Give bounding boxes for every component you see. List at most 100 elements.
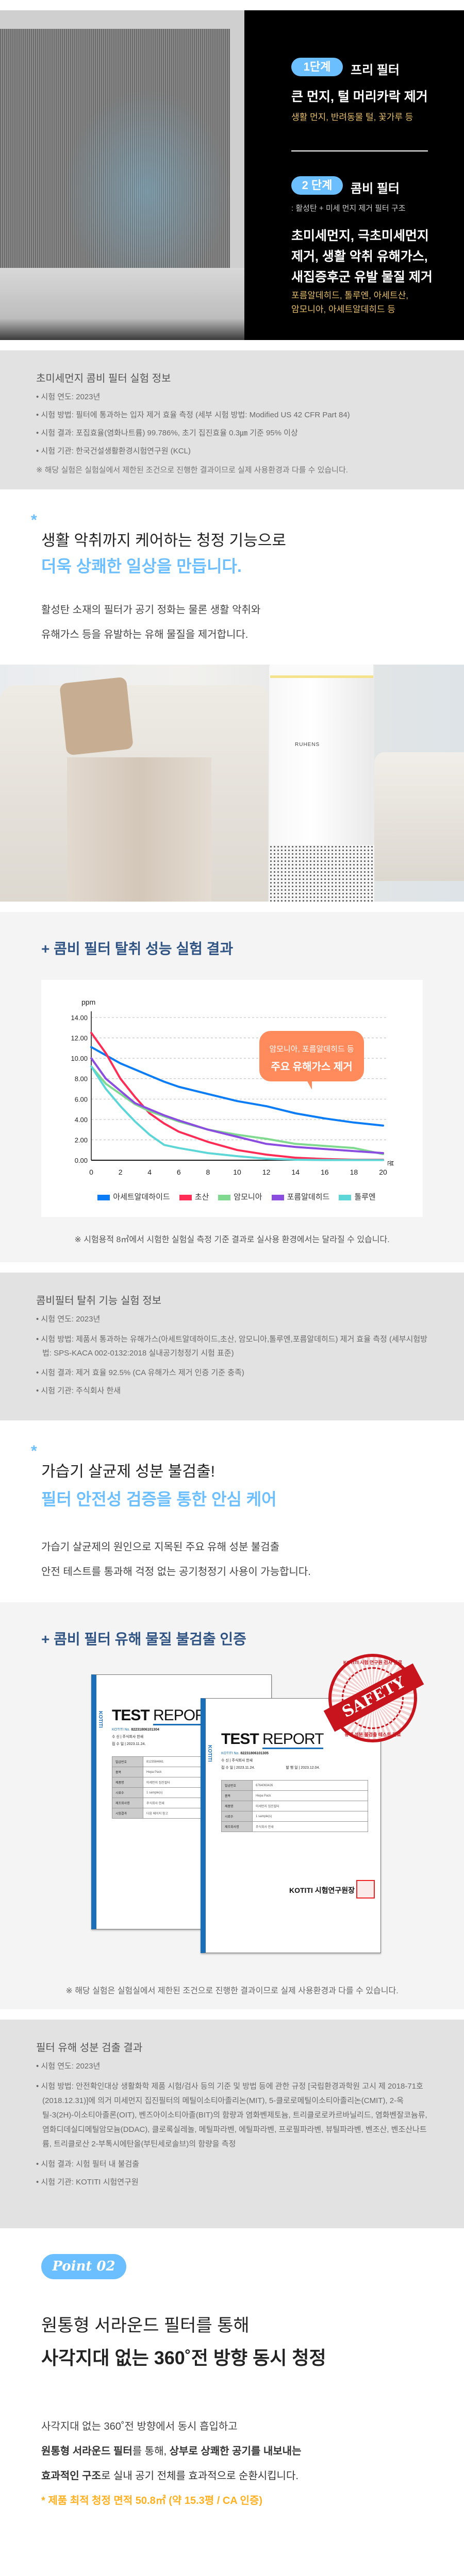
headline-highlight: 더욱 상쾌한 일상을 만듭니다.: [41, 557, 242, 575]
kotiti-logo: KOTITI: [207, 1745, 212, 1762]
info-title: 초미세먼지 콤비 필터 실험 정보: [36, 373, 171, 384]
point2-body-line2: 원통형 서라운드 필터를 통해, 상부로 상쾌한 공기를 내보내는: [41, 2439, 301, 2464]
kotiti-logo: KOTITI: [97, 1711, 103, 1728]
stage2-detail: 포름알데히드, 톨루엔, 아세트산, 암모니아, 아세트알데히드 등: [291, 289, 408, 316]
info-bullet: 시험 기관: KOTITI 시험연구원: [36, 2177, 428, 2188]
stage2-main-line: 초미세먼지, 극초미세먼지: [291, 229, 429, 243]
series-line-포름알데히드: [90, 1057, 384, 1155]
report-title: TEST REPORT: [221, 1731, 324, 1749]
text: 를 통해,: [132, 2446, 170, 2457]
cell: 시험결과: [112, 1808, 143, 1819]
point2-headline-bold: 사각지대 없는 360˚전 방향 동시 청정: [41, 2347, 326, 2368]
report-title-test: TEST: [112, 1707, 150, 1724]
point2-body-line1: 사각지대 없는 360˚전 방향에서 동시 흡입하고: [41, 2421, 238, 2432]
filter-hero-panel: 1단계 프리 필터 큰 먼지, 털 머리카락 제거 생활 먼지, 반려동물 털,…: [0, 10, 464, 340]
text-bold: 효과적인 구조: [41, 2470, 101, 2482]
seal-icon: [356, 1880, 375, 1899]
info-bullet: 시험 결과: 포집효율(염화나트륨) 99.786%, 초기 집진효율 0.3㎛…: [36, 428, 428, 438]
report-meta: KOTITI No. 82231806101304 수 신 | 주식회사 한새 …: [112, 1726, 159, 1748]
report-no: 82231806101305: [240, 1752, 269, 1755]
divider: [291, 150, 428, 151]
info-box-fine-dust: 초미세먼지 콤비 필터 실험 정보 시험 연도: 2023년 시험 방법: 필터…: [0, 350, 464, 489]
x-tick-label: 18: [350, 1168, 358, 1176]
text-bold: 상부로 상쾌한 공기를 내보내는: [169, 2446, 302, 2457]
stage2-main-line: 새집증후군 유발 물질 제거: [291, 270, 433, 284]
info-note: ※ 해당 실험은 실험실에서 제한된 조건으로 진행한 결과이므로 실제 사용환…: [36, 466, 348, 474]
text: 로 실내 공기 전체를 효과적으로 순환시킵니다.: [101, 2470, 299, 2482]
legend-swatch: [271, 1194, 284, 1200]
text-bold: 원통형 서라운드 필터: [41, 2446, 132, 2457]
asterisk-icon: *: [31, 1443, 37, 1460]
y-tick-label: 10.00: [71, 1055, 88, 1062]
chart-legend: 아세트알데하이드 초산 암모니아 포름알데히드 톨루엔: [41, 1191, 423, 1202]
cell: 발급번호: [221, 1780, 253, 1791]
info-bullet: 시험 방법: 필터에 통과하는 입자 제거 효율 측정 (세부 시험 방법: M…: [36, 410, 428, 420]
info-bullet: 시험 결과: 시험 필터 내 불검출: [36, 2159, 428, 2170]
x-tick-label: 8: [206, 1168, 210, 1176]
legend-swatch: [339, 1194, 352, 1200]
stage1-badge: 1단계: [291, 58, 343, 76]
chart-card: ppm 0.00 2.00 4.00 6.00 8.00 10.00 12.00 14.00 0 2…: [41, 980, 423, 1217]
info-title: 필터 유해 성분 검출 결과: [36, 2042, 143, 2054]
legend-label: 암모니아: [234, 1193, 262, 1201]
x-tick-label: 0: [89, 1168, 93, 1176]
info-bullet: 시험 기관: 주식회사 한새: [36, 1386, 428, 1396]
headline: 생활 악취까지 케어하는 청정 기능으로: [41, 532, 286, 549]
series-line-초산: [90, 1031, 384, 1161]
x-tick-label: 14: [291, 1168, 300, 1176]
info-bullet: 시험 결과: 제거 효율 92.5% (CA 유해가스 제거 인증 기준 충족): [36, 1368, 428, 1378]
report-recipient: 수 신 | 주식회사 한새: [221, 1759, 253, 1762]
test-report-doc-2: KOTITI TEST REPORT KOTITI No. 8223180610…: [201, 1698, 381, 1953]
chart-section-title: + 콤비 필터 탈취 성능 실험 결과: [41, 941, 234, 957]
legend-swatch: [218, 1194, 231, 1200]
y-tick-label: 6.00: [75, 1095, 88, 1103]
stamp-top-text: KOTITI 시험 연구원 검사 완료: [343, 1660, 403, 1665]
report-recipient: 수 신 | 주식회사 한새: [112, 1735, 144, 1739]
cell: 품목: [112, 1767, 143, 1777]
info-title: 콤비필터 탈취 기능 실험 정보: [36, 1295, 162, 1307]
y-tick-label: 0.00: [75, 1157, 88, 1164]
legend-label: 초산: [194, 1193, 209, 1201]
point2-headline: 원통형 서라운드 필터를 통해: [41, 2316, 250, 2335]
report-received: 접 수 일 | 2023.11.24.: [112, 1742, 146, 1746]
info-bullet: 시험 연도: 2023년: [36, 1314, 428, 1325]
armchair: [374, 752, 464, 881]
y-axis-label: ppm: [81, 998, 95, 1006]
legend-swatch: [97, 1194, 110, 1200]
callout-line1: 암모니아, 포름알데히드 등: [269, 1045, 354, 1054]
cell: 미세먼지 집진필터: [252, 1801, 368, 1811]
callout-line2: 주요 유해가스 제거: [271, 1061, 353, 1073]
report-title-report: REPORT: [262, 1731, 324, 1749]
report-issued: 발 행 일 | 2023.12.04.: [286, 1766, 320, 1770]
cell: 발급번호: [112, 1756, 143, 1767]
deodor-body: 활성탄 소재의 필터가 공기 정화는 물론 생활 악취와 유해가스 등을 유발하…: [41, 598, 260, 647]
x-tick-label: 12: [262, 1168, 271, 1176]
point2-highlight: * 제품 최적 청정 면적 50.8㎡ (약 15.3평 / CA 인증): [41, 2495, 263, 2506]
stage2-badge: 2 단계: [291, 176, 343, 195]
y-tick-label: 14.00: [71, 1014, 88, 1022]
headline-highlight: 필터 안전성 검증을 통한 안심 케어: [41, 1490, 277, 1509]
cell: 시료수: [221, 1811, 253, 1822]
stage1-detail: 생활 먼지, 반려동물 털, 꽃가루 등: [291, 112, 413, 122]
legend-label: 톨루엔: [354, 1193, 376, 1201]
point-badge: Point 02: [41, 2254, 126, 2279]
legend-label: 아세트알데하이드: [113, 1193, 170, 1201]
cell: 시료수: [112, 1787, 143, 1798]
report-no-label: KOTITI No.: [221, 1752, 240, 1755]
safety-body: 가습기 살균제의 원인으로 지목된 주요 유해 성분 불검출 안전 테스트를 통…: [41, 1535, 311, 1584]
y-tick-label: 8.00: [75, 1075, 88, 1083]
cell: 주식회사 한새: [252, 1821, 368, 1832]
body-line: 유해가스 등을 유발하는 유해 물질을 제거합니다.: [41, 629, 248, 640]
y-tick-label: 12.00: [71, 1035, 88, 1042]
cell: 1 sample(s): [252, 1811, 368, 1822]
series-line-아세트알데하이드: [90, 1046, 384, 1127]
y-tick-label: 4.00: [75, 1116, 88, 1124]
pillow: [59, 676, 134, 756]
info-box-harmful-substances: 필터 유해 성분 검출 결과 시험 연도: 2023년 시험 방법: 안전확인대…: [0, 2020, 464, 2228]
cell: 제조회사명: [221, 1821, 253, 1832]
info-bullet: 시험 연도: 2023년: [36, 2061, 428, 2072]
stage2-main: 초미세먼지, 극초미세먼지 제거, 생활 악취 유해가스, 새집증후군 유발 물…: [291, 226, 433, 287]
x-tick-label: 10: [233, 1168, 241, 1176]
cell: 제품명: [112, 1777, 143, 1788]
y-tick-label: 2.00: [75, 1136, 88, 1144]
